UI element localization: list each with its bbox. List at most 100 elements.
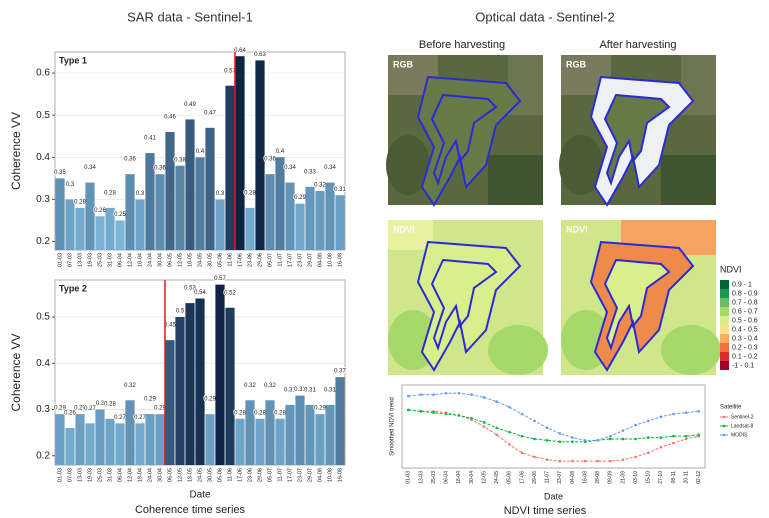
- value-label: 0.36: [124, 157, 136, 163]
- value-label: 0.33: [294, 387, 306, 393]
- x-tick-label: 17-07: [287, 468, 293, 482]
- y-tick-label: 0.2: [36, 450, 50, 461]
- x-tick-label: 01-03: [57, 253, 63, 267]
- x-tick-label: 31-03: [107, 468, 113, 482]
- bar: [75, 207, 85, 250]
- legend-label: 0.9 - 1: [732, 281, 752, 288]
- legend-title: NDVI: [720, 264, 742, 274]
- x-tick-label: 06-05: [167, 468, 173, 482]
- point: [634, 437, 637, 441]
- x-tick-label: 06-04: [117, 253, 123, 267]
- y-axis-label: Coherence VV: [9, 333, 23, 411]
- point: [659, 415, 663, 419]
- after-heading: After harvesting: [599, 39, 676, 51]
- bar: [65, 428, 75, 465]
- x-tick-label: 07-03: [67, 468, 73, 482]
- point: [609, 437, 612, 441]
- point: [545, 426, 549, 430]
- x-tick-label: 17-06: [237, 253, 243, 267]
- x-tick-label: 23-07: [297, 468, 303, 482]
- bar: [285, 182, 295, 250]
- x-tick-label: 18-04: [456, 471, 462, 484]
- point: [482, 425, 486, 428]
- value-label: 0.3: [66, 182, 75, 188]
- bar: [295, 203, 305, 250]
- point: [684, 434, 688, 438]
- x-tick-label: 30-05: [207, 468, 213, 482]
- value-label: 0.28: [234, 410, 246, 416]
- bar: [125, 174, 135, 250]
- before-heading: Before harvesting: [419, 39, 505, 51]
- x-tick-label: 06-04: [444, 471, 450, 484]
- value-label: 0.35: [54, 170, 66, 176]
- x-tick-label: 17-06: [237, 468, 243, 482]
- point: [697, 433, 700, 437]
- point: [609, 459, 612, 463]
- x-tick-label: 15-10: [646, 471, 652, 484]
- legend-swatch: [720, 334, 729, 343]
- bar: [95, 409, 105, 465]
- rgb-before-image: RGB: [386, 55, 543, 206]
- bar: [335, 377, 345, 465]
- value-label: 0.49: [184, 102, 196, 108]
- value-label: 0.29: [144, 397, 156, 403]
- x-tick-label: 05-07: [267, 468, 273, 482]
- y-tick-label: 0.2: [36, 236, 50, 247]
- x-tick-label: 29-06: [532, 471, 538, 484]
- x-tick-label: 12-05: [177, 468, 183, 482]
- value-label: 0.31: [334, 187, 346, 193]
- x-tick-label: 16-08: [337, 468, 343, 482]
- bar: [305, 186, 315, 250]
- sar-heading: SAR data - Sentinel-1: [127, 9, 253, 24]
- x-tick-label: 25-03: [97, 468, 103, 482]
- ndvi-after-image: NDVI: [561, 220, 721, 375]
- x-tick-label: 31-03: [107, 253, 113, 267]
- value-label: 0.29: [54, 406, 66, 412]
- x-tick-label: 04-08: [317, 468, 323, 482]
- bar: [105, 418, 115, 465]
- point: [508, 405, 511, 409]
- line: [408, 392, 699, 441]
- x-tick-label: 18-05: [187, 468, 193, 482]
- bar: [65, 199, 75, 250]
- legend-title: Satellite: [720, 405, 742, 411]
- legend-label: Landsat-8: [731, 423, 753, 429]
- value-label: 0.36: [264, 157, 276, 163]
- value-label: 0.46: [164, 115, 176, 121]
- legend-point: [722, 433, 726, 437]
- point: [558, 459, 562, 463]
- x-tick-label: 05-06: [217, 468, 223, 482]
- x-tick-label: 13-03: [77, 468, 83, 482]
- value-label: 0.32: [124, 383, 136, 389]
- line: [408, 409, 699, 443]
- bar: [155, 174, 165, 250]
- bar: [165, 132, 175, 250]
- point: [444, 392, 448, 395]
- x-tick-label: 12-04: [127, 468, 133, 482]
- bar: [295, 395, 305, 465]
- value-label: 0.32: [264, 383, 276, 389]
- bar: [275, 418, 285, 465]
- x-axis-label: Date: [189, 490, 211, 501]
- value-label: 0.57: [214, 276, 226, 282]
- point: [596, 459, 599, 463]
- legend-swatch: [720, 298, 729, 307]
- point: [621, 458, 625, 462]
- x-tick-label: 11-06: [227, 253, 233, 267]
- y-tick-label: 0.4: [36, 358, 50, 369]
- legend-label: 0.2 - 0.3: [732, 344, 758, 351]
- legend-swatch: [720, 289, 729, 298]
- value-label: 0.29: [294, 195, 306, 201]
- legend-label: MODIS: [731, 432, 748, 438]
- point: [583, 459, 587, 463]
- x-tick-label: 03-10: [633, 471, 639, 484]
- x-tick-label: 24-04: [147, 253, 153, 267]
- value-label: 0.28: [244, 190, 256, 196]
- bar: [185, 303, 195, 465]
- bar: [175, 165, 185, 250]
- value-label: 0.37: [334, 369, 346, 375]
- point: [697, 409, 700, 413]
- x-tick-label: 18-04: [137, 468, 143, 482]
- point: [533, 437, 536, 441]
